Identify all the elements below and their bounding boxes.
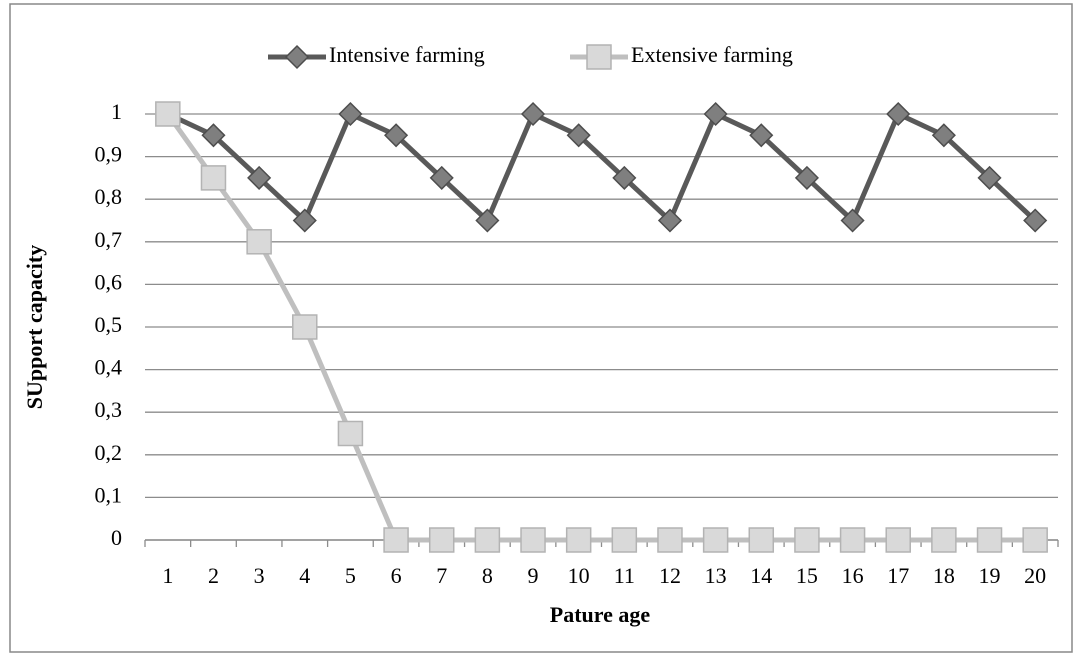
x-tick-label: 20 [1024,563,1046,588]
x-tick-label: 7 [436,563,447,588]
point [520,527,546,553]
point [338,101,363,127]
point [247,165,272,190]
x-tick-label: 9 [528,563,539,588]
point [703,101,728,127]
chart-border [9,3,1073,653]
point [977,165,1002,190]
point [155,101,181,127]
point [931,123,956,148]
point [201,123,226,148]
point [292,208,317,233]
point [475,208,500,233]
point [749,123,774,148]
x-tick-label: 12 [659,563,681,588]
point [794,527,820,553]
y-tick-label: 0,5 [95,312,123,337]
point [566,123,591,148]
point [429,165,454,190]
y-tick-label: 0,1 [95,482,123,507]
point [246,229,272,255]
point [702,527,729,553]
x-tick-label: 8 [482,563,493,588]
x-tick-label: 14 [750,563,772,588]
y-tick-label: 0,6 [95,269,123,294]
x-tick-label: 2 [208,563,219,588]
point [474,527,501,553]
x-tick-label: 19 [979,563,1001,588]
x-tick-label: 16 [842,563,864,588]
point [200,165,227,191]
y-tick-label: 0,2 [95,440,123,465]
y-tick-label: 0,4 [95,355,123,380]
point [976,527,1003,553]
x-tick-label: 6 [391,563,402,588]
legend-marker [586,44,612,70]
y-tick-label: 1 [111,99,122,124]
point [428,527,455,553]
series-line [166,111,1037,223]
legend-label: Intensive farming [329,42,485,67]
y-tick-label: 0,9 [95,142,123,167]
point [337,420,364,447]
point [292,314,318,340]
point [657,208,683,233]
point [840,208,865,233]
y-tick-label: 0,8 [95,184,123,209]
point [612,165,637,190]
x-tick-label: 11 [614,563,635,588]
point [611,527,638,553]
x-tick-label: 15 [796,563,818,588]
point [520,101,546,127]
y-tick-label: 0,7 [95,227,123,252]
legend-label: Extensive farming [631,42,793,67]
x-tick-label: 13 [705,563,727,588]
x-tick-label: 10 [568,563,590,588]
point [1023,208,1048,233]
x-tick-label: 4 [299,563,310,588]
y-tick-label: 0,3 [95,397,123,422]
y-axis-title: SUpport capacity [22,245,47,409]
x-axis-title: Pature age [550,602,651,627]
point [794,165,819,190]
x-tick-label: 1 [162,563,173,588]
point [748,527,775,553]
x-tick-label: 17 [887,563,909,588]
x-tick-label: 3 [254,563,265,588]
x-tick-label: 5 [345,563,356,588]
point [885,527,911,553]
point [1022,527,1048,553]
point [383,527,409,553]
point [384,123,409,148]
x-tick-label: 18 [933,563,955,588]
point [886,101,911,127]
point [839,527,866,553]
point [657,527,683,553]
legend-marker [284,44,310,70]
point [565,527,592,553]
point [931,527,957,553]
y-tick-label: 0 [111,525,122,550]
